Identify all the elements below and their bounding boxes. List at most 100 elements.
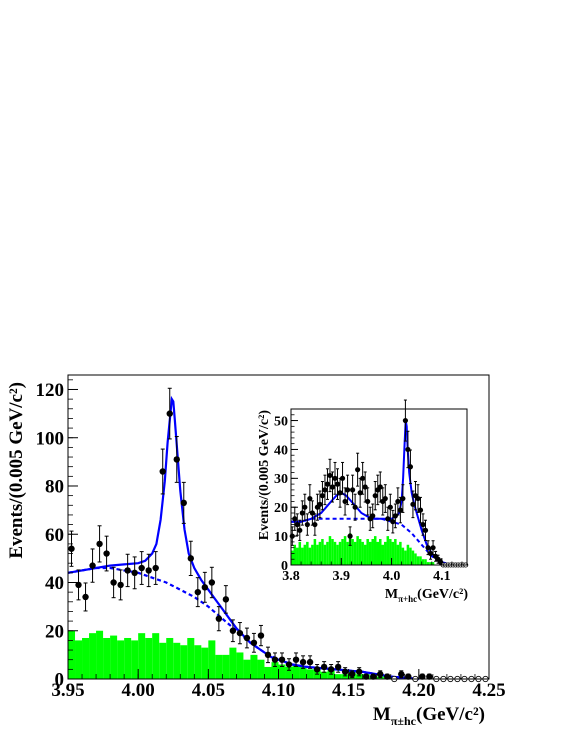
sideband-bar (399, 541, 402, 565)
y-tick-label: 0 (281, 559, 288, 574)
data-point (319, 481, 326, 511)
sideband-bar (222, 654, 230, 679)
data-point (297, 519, 303, 541)
data-point (68, 530, 75, 567)
inset-sideband-histogram (291, 533, 435, 565)
sideband-bar (343, 536, 347, 565)
data-point (304, 513, 310, 536)
sideband-bar (328, 536, 332, 565)
sideband-bar (166, 637, 174, 679)
main-data-points (68, 387, 489, 683)
sideband-bar (291, 550, 294, 565)
sideband-bar (145, 637, 153, 679)
sideband-bar (376, 541, 379, 565)
data-point (152, 551, 159, 585)
data-point (322, 474, 328, 506)
data-point (360, 461, 366, 495)
sideband-bar (366, 539, 369, 565)
sideband-bar (278, 664, 286, 679)
sideband-bar (264, 666, 272, 679)
data-point (387, 493, 393, 521)
sideband-bar (201, 647, 209, 679)
sideband-bar (82, 637, 90, 679)
sideband-bar (356, 536, 359, 565)
data-point (334, 468, 341, 500)
main-x-axis-title-symbol: M (373, 704, 391, 725)
sideband-bar (131, 640, 139, 679)
sideband-bar (429, 562, 432, 565)
data-point (390, 509, 396, 534)
data-point (243, 627, 251, 649)
sideband-bar (320, 671, 328, 679)
sideband-bar (301, 547, 304, 565)
fit-total-line (67, 395, 419, 681)
data-point (312, 513, 318, 536)
data-point (117, 569, 124, 601)
sideband-bar (229, 647, 237, 679)
sideband-bar (306, 669, 314, 679)
data-point (372, 481, 378, 511)
data-point (307, 484, 313, 513)
data-point (327, 458, 333, 493)
data-point (180, 481, 187, 524)
inset-y-axis: 0 10 20 30 40 50 (274, 408, 298, 574)
y-tick-label: 50 (274, 414, 288, 429)
data-point (430, 540, 436, 556)
sideband-bar (341, 539, 344, 565)
inset-x-axis-title-unit: (GeV/c²) (417, 587, 468, 602)
sideband-bar (396, 544, 400, 565)
sideband-bar (257, 659, 265, 679)
data-point (103, 535, 110, 572)
sideband-bar (361, 541, 364, 565)
sideband-bar (89, 633, 97, 679)
sideband-bar (173, 642, 181, 679)
data-point (405, 430, 411, 469)
data-point (278, 652, 286, 667)
data-point (339, 461, 346, 495)
x-tick-label: 4.15 (332, 680, 365, 701)
x-tick-label: 4.00 (122, 680, 155, 701)
main-plot: 3.95 4.00 4.05 4.10 4.15 4.20 4.25 02040608010… (6, 374, 506, 728)
data-point (201, 571, 209, 603)
data-point (294, 513, 300, 536)
sideband-bar (358, 539, 362, 565)
data-point (384, 673, 391, 680)
data-point (342, 487, 348, 516)
x-tick-label: 4.0 (383, 569, 401, 584)
data-point (138, 551, 145, 585)
sideband-bar (187, 637, 195, 679)
data-point (427, 547, 434, 560)
data-point (324, 468, 331, 500)
sideband-bar (308, 547, 312, 565)
sideband-bar (250, 654, 258, 679)
sideband-bar (326, 541, 329, 565)
data-point (355, 667, 363, 677)
y-tick-label: 20 (274, 501, 288, 516)
x-tick-label: 3.95 (51, 680, 84, 701)
data-point (332, 461, 338, 495)
data-point (402, 399, 408, 442)
inset-x-axis-title-subscript: π+hc (398, 594, 417, 604)
data-point (194, 577, 202, 608)
x-tick-label: 3.8 (282, 569, 300, 584)
data-point (344, 474, 351, 506)
data-point (313, 664, 321, 675)
sideband-bar (75, 640, 83, 679)
inset-plot: 3.8 3.9 4.0 4.1 0 10 20 30 40 50 Events/(0.005 G… (257, 399, 468, 604)
sideband-bar (293, 544, 297, 565)
sideband-bar (386, 536, 390, 565)
sideband-bar (323, 544, 327, 565)
data-point (334, 661, 342, 673)
inset-x-axis-title-symbol: M (385, 587, 398, 602)
sideband-bar (351, 539, 354, 565)
data-point (400, 484, 406, 513)
sideband-bar (348, 533, 352, 565)
sideband-bar (379, 539, 382, 565)
data-point (131, 556, 138, 590)
x-tick-label: 4.10 (262, 680, 295, 701)
data-point (75, 569, 82, 601)
data-point (159, 448, 166, 495)
sideband-bar (409, 547, 412, 565)
data-point (299, 500, 305, 526)
data-point (89, 548, 96, 583)
